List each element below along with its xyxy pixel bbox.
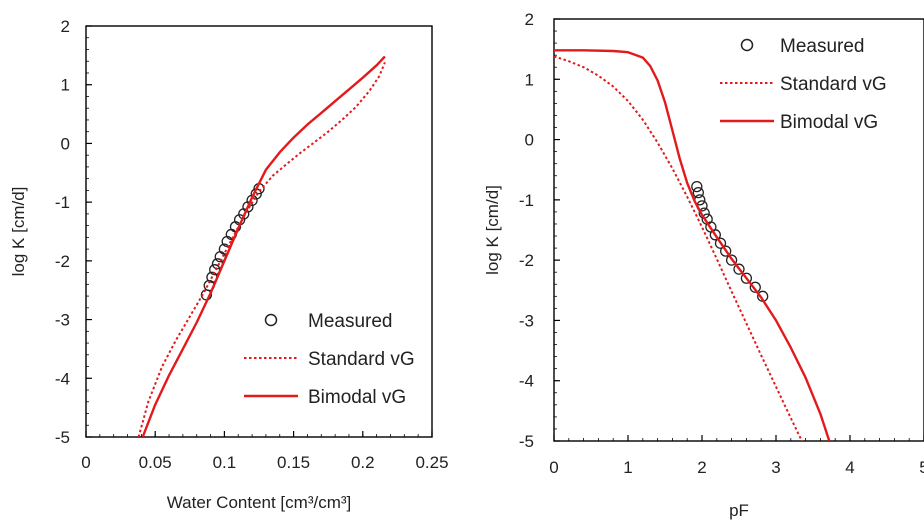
y-tick-label: -4: [55, 369, 70, 388]
series-line-bimodal-vg: [554, 49, 831, 441]
x-axis-title: pF: [729, 501, 749, 520]
data-point: [740, 272, 753, 284]
x-tick-label: 1: [623, 458, 632, 477]
y-axis-title: log K [cm/d]: [9, 187, 28, 277]
x-tick-label: 4: [845, 458, 854, 477]
legend-label-standard-vg: Standard vG: [308, 349, 415, 370]
x-tick-label: 5: [919, 458, 924, 477]
legend-label-standard-vg: Standard vG: [780, 74, 887, 95]
data-point: [692, 186, 704, 199]
data-point: [749, 281, 761, 293]
legend-label-measured: Measured: [308, 311, 393, 332]
data-point: [709, 229, 721, 241]
chart-pf: -5 -4 -3 -2 -1 0 1 2 0 1 2 3 4 5 pF log K [cm/d] Measure…: [483, 10, 924, 520]
y-tick-label: -4: [519, 372, 534, 391]
x-tick-label: 0.05: [139, 453, 172, 472]
series-line-standard-vg: [137, 62, 386, 437]
y-tick-label: 2: [525, 10, 534, 29]
y-tick-label: 1: [61, 76, 70, 95]
data-point: [725, 254, 738, 266]
x-tick-label: 0.1: [213, 453, 237, 472]
y-tick-label: -5: [55, 428, 70, 447]
y-tick-label: -5: [519, 432, 534, 451]
y-tick-label: -2: [519, 251, 534, 270]
x-tick-label: 0: [81, 453, 90, 472]
data-point: [733, 263, 745, 275]
legend-marker-measured: [264, 313, 278, 327]
y-tick-label: 2: [61, 17, 70, 36]
y-tick-label: 0: [61, 134, 70, 153]
y-tick-label: -3: [55, 311, 70, 330]
y-tick-label: -2: [55, 252, 70, 271]
y-tick-label: -1: [55, 193, 70, 212]
x-tick-label: 0.2: [351, 453, 375, 472]
series-line-bimodal-vg: [141, 55, 386, 437]
legend-label-bimodal-vg: Bimodal vG: [780, 112, 878, 133]
data-point: [714, 237, 727, 249]
data-point: [691, 180, 703, 193]
y-axis-title: log K [cm/d]: [483, 185, 502, 275]
legend-marker-measured: [740, 38, 754, 52]
x-tick-label: 3: [771, 458, 780, 477]
series-measured: [691, 180, 769, 302]
y-tick-label: 1: [525, 70, 534, 89]
chart-water-content: -5 -4 -3 -2 -1 0 1 2 0 0.05 0.1 0.15 0.2 0.25 Water Co…: [9, 17, 449, 512]
y-tick-label: -3: [519, 311, 534, 330]
x-tick-label: 0: [549, 458, 558, 477]
plot-frame: [85, 25, 433, 438]
plot-frame: [553, 18, 924, 442]
x-axis-title: Water Content [cm³/cm³]: [167, 493, 352, 512]
legend-label-measured: Measured: [780, 36, 865, 57]
x-tick-label: 0.25: [415, 453, 448, 472]
x-tick-label: 2: [697, 458, 706, 477]
series-line-standard-vg: [554, 55, 803, 441]
y-tick-label: -1: [519, 191, 534, 210]
x-tick-label: 0.15: [277, 453, 310, 472]
data-point: [720, 245, 732, 257]
legend-label-bimodal-vg: Bimodal vG: [308, 387, 406, 408]
y-tick-label: 0: [525, 131, 534, 150]
